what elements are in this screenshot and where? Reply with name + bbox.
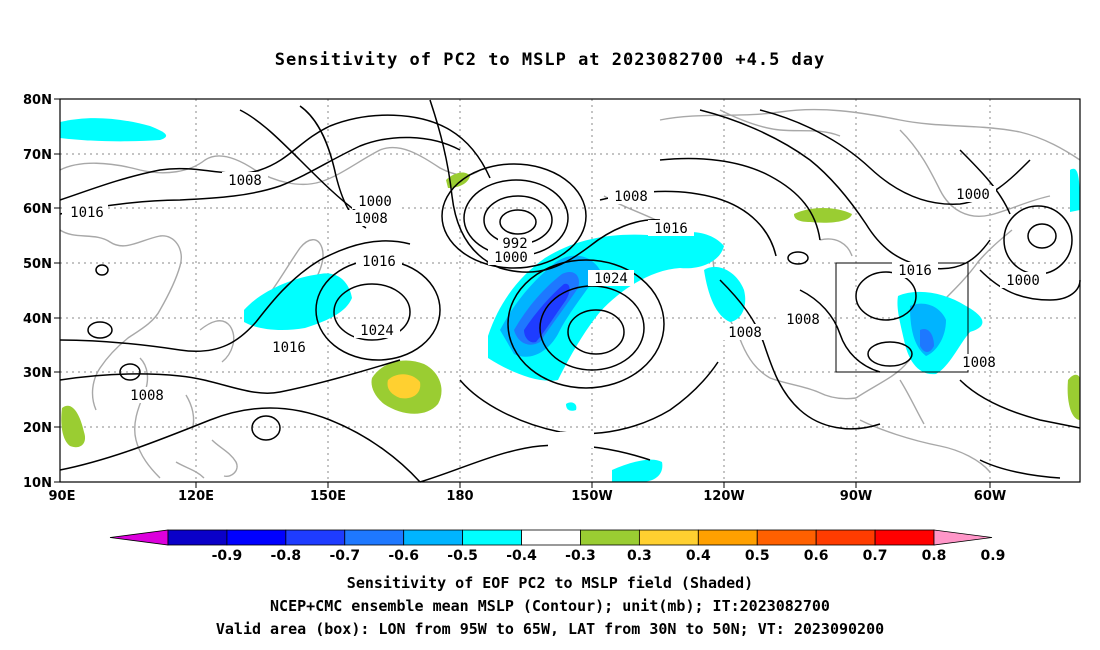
contour-label: 1016: [898, 263, 932, 279]
lat-label: 20N: [23, 421, 52, 436]
colorbar-tick-label: 0.8: [922, 548, 947, 564]
colorbar-left-arrow: [109, 529, 169, 546]
contour-label: 1008: [786, 312, 820, 328]
lat-label: 80N: [23, 93, 52, 108]
colorbar-segment: [403, 529, 464, 546]
colorbar-tick-label: -0.8: [271, 548, 302, 564]
contour-label: 1008: [728, 325, 762, 341]
lat-labels: 80N 70N 60N 50N 40N 30N 20N 10N: [23, 93, 52, 491]
colorbar-tick-label: -0.5: [447, 548, 478, 564]
contour-label: 1016: [272, 340, 306, 356]
colorbar-segment: [874, 529, 935, 546]
contour-label: 1008: [228, 173, 262, 189]
colorbar-tick-label: -0.6: [388, 548, 419, 564]
lon-label: 120W: [703, 489, 744, 504]
colorbar-segment: [756, 529, 817, 546]
lon-labels: 90E 120E 150E 180 150W 120W 90W 60W: [49, 489, 1007, 504]
lon-label: 60W: [974, 489, 1006, 504]
contour-label: 1016: [654, 221, 688, 237]
lon-label: 120E: [178, 489, 214, 504]
map-title: Sensitivity of PC2 to MSLP at 2023082700…: [274, 50, 826, 70]
lon-label: 180: [446, 489, 473, 504]
contour-label: 1000: [494, 250, 528, 266]
caption-line-3: Valid area (box): LON from 95W to 65W, L…: [215, 620, 885, 638]
mslp-contours: [59, 99, 1081, 483]
colorbar-segment: [167, 529, 228, 546]
caption-line-2: NCEP+CMC ensemble mean MSLP (Contour); u…: [270, 597, 830, 615]
colorbar-tick-label: 0.3: [627, 548, 652, 564]
contour-label: 1024: [360, 323, 394, 339]
lat-label: 60N: [23, 202, 52, 217]
colorbar-tick-label: 0.9: [981, 548, 1006, 564]
colorbar-segment: [638, 529, 699, 546]
contour-label: 1008: [962, 355, 996, 371]
contour-label: 1000: [956, 187, 990, 203]
colorbar-segment: [580, 529, 640, 546]
colorbar-segment: [226, 529, 287, 546]
lat-label: 40N: [23, 312, 52, 327]
plot-frame: [59, 98, 1081, 483]
contour-label: 992: [502, 236, 527, 252]
lon-label: 90E: [49, 489, 76, 504]
colorbar: [109, 529, 993, 546]
lat-label: 30N: [23, 366, 52, 381]
colorbar-tick-label: -0.9: [212, 548, 243, 564]
lon-label: 90W: [840, 489, 872, 504]
colorbar-ticks: -0.9 -0.8 -0.7 -0.6 -0.5 -0.4 -0.3 0.3 0.4 0.5 0.6…: [212, 548, 1006, 564]
contour-label: 1024: [594, 271, 628, 287]
colorbar-tick-label: 0.5: [745, 548, 770, 564]
colorbar-segment: [462, 529, 522, 546]
contour-label: 1000: [358, 194, 392, 210]
colorbar-segment: [521, 529, 581, 546]
contour-label: 1008: [614, 189, 648, 205]
caption-line-1: Sensitivity of EOF PC2 to MSLP field (Sh…: [346, 574, 754, 592]
colorbar-segment: [697, 529, 758, 546]
contour-label: 1000: [1006, 273, 1040, 289]
contour-label: 1008: [354, 211, 388, 227]
lon-label: 150W: [571, 489, 612, 504]
colorbar-segment: [285, 529, 346, 546]
colorbar-right-arrow: [933, 529, 993, 546]
lat-label: 70N: [23, 148, 52, 163]
contour-label: 1008: [130, 388, 164, 404]
colorbar-tick-label: -0.3: [565, 548, 596, 564]
tick-marks: [54, 98, 991, 488]
colorbar-tick-label: -0.7: [329, 548, 360, 564]
contour-label: 1016: [362, 254, 396, 270]
contour-label: 1016: [70, 205, 104, 221]
lat-label: 10N: [23, 476, 52, 491]
lon-label: 150E: [310, 489, 346, 504]
colorbar-tick-label: 0.6: [804, 548, 829, 564]
colorbar-segment: [344, 529, 405, 546]
colorbar-segment: [815, 529, 876, 546]
colorbar-tick-label: -0.4: [506, 548, 537, 564]
contour-label-group: 1008 1016 1000 1008 992 1000 1016 1024 1…: [62, 172, 1046, 448]
colorbar-tick-label: 0.7: [863, 548, 888, 564]
colorbar-tick-label: 0.4: [686, 548, 711, 564]
lat-label: 50N: [23, 257, 52, 272]
